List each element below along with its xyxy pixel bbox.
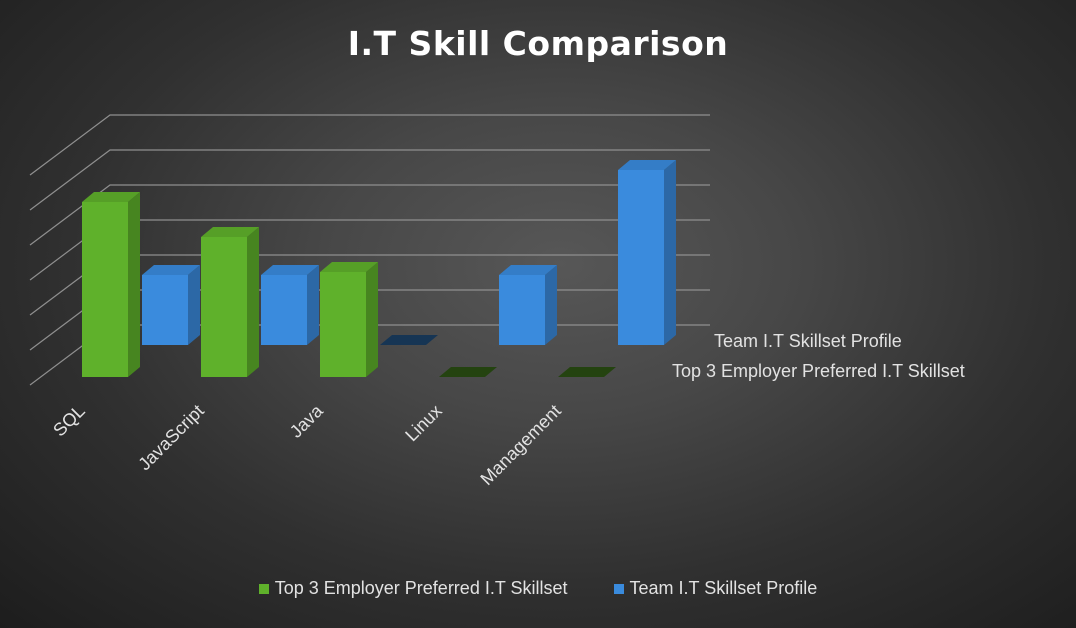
chart-title: I.T Skill Comparison [347, 24, 729, 63]
x-tick-label: Management [476, 401, 564, 489]
bar-team-javascript [261, 265, 319, 345]
gridline [29, 149, 710, 211]
legend-label-team: Team I.T Skillset Profile [629, 578, 818, 598]
bar-team-java [380, 335, 438, 345]
legend-item-employer: Top 3 Employer Preferred I.T Skillset [258, 578, 568, 599]
legend-label-employer: Top 3 Employer Preferred I.T Skillset [274, 578, 568, 598]
bar-employer-linux [439, 367, 497, 377]
legend-swatch-employer [258, 583, 269, 594]
bar-team-management [618, 160, 676, 345]
bar-employer-management [558, 367, 616, 377]
bar-team-linux [499, 265, 557, 345]
legend-swatch-team [613, 583, 624, 594]
bar-employer-java [320, 262, 378, 377]
x-tick-label: JavaScript [134, 401, 208, 475]
series-axis-label-employer: Top 3 Employer Preferred I.T Skillset [672, 361, 965, 381]
series-axis-label-team: Team I.T Skillset Profile [714, 331, 902, 351]
legend-item-team: Team I.T Skillset Profile [613, 578, 818, 599]
bar-employer-javascript [201, 227, 259, 377]
legend: Top 3 Employer Preferred I.T Skillset Te… [0, 578, 1076, 599]
gridline [29, 114, 710, 176]
gridline [29, 184, 710, 246]
x-tick-label: Java [286, 400, 328, 442]
x-tick-label: SQL [49, 401, 89, 441]
bar-team-sql [142, 265, 200, 345]
bar-employer-sql [82, 192, 140, 377]
x-tick-label: Linux [401, 401, 446, 446]
